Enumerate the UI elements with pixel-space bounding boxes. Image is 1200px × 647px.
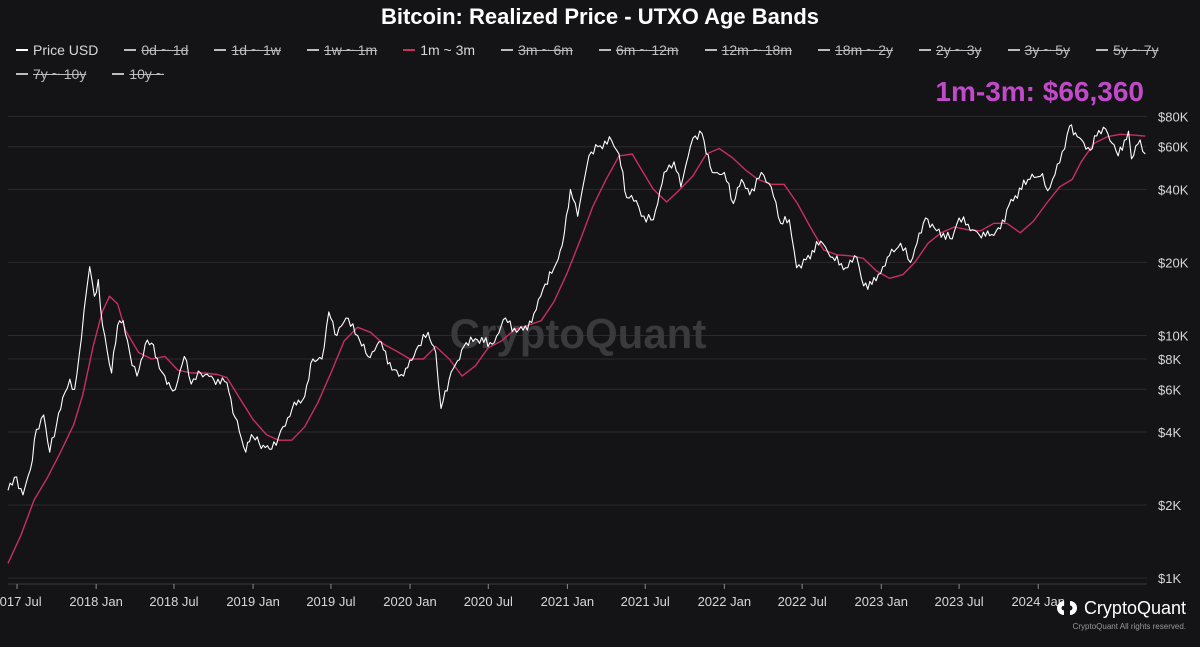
- y-tick-label: $60K: [1158, 140, 1189, 155]
- legend-item[interactable]: 3m ~ 6m: [501, 40, 573, 60]
- legend-swatch: [704, 49, 717, 51]
- legend-label: 10y ~: [129, 66, 164, 82]
- x-tick-label: 2019 Jul: [306, 594, 355, 609]
- legend-item[interactable]: 1m ~ 3m: [403, 40, 475, 60]
- legend-swatch: [501, 49, 514, 51]
- y-tick-label: $20K: [1158, 255, 1189, 270]
- x-tick-label: 2021 Jan: [541, 594, 595, 609]
- chart-title: Bitcoin: Realized Price - UTXO Age Bands: [380, 4, 820, 29]
- legend-label: 12m ~ 18m: [721, 42, 793, 58]
- brand-name: CryptoQuant: [1083, 597, 1186, 618]
- x-tick-label: 2017 Jul: [0, 594, 42, 609]
- legend-item[interactable]: 18m ~ 2y: [818, 40, 893, 60]
- x-tick-label: 2020 Jul: [464, 594, 513, 609]
- x-tick-label: 2019 Jan: [226, 594, 280, 609]
- legend-label: 3y ~ 5y: [1024, 42, 1071, 58]
- grid-lines: [8, 115, 1147, 579]
- legend-swatch: [403, 49, 416, 51]
- legend-item[interactable]: 12m ~ 18m: [704, 40, 793, 60]
- y-axis: $1K $2K $4K $6K $8K $10K $20K $40K $60K $80K: [1158, 109, 1189, 586]
- cryptoquant-logo-icon: [1056, 601, 1077, 615]
- legend: Price USD 0d ~ 1d 1d ~ 1w 1w ~ 1m 1m ~ 3m 3m …: [16, 40, 1191, 84]
- x-tick-label: 2023 Jan: [855, 594, 909, 609]
- legend-swatch: [124, 49, 137, 51]
- legend-swatch: [598, 49, 611, 51]
- legend-swatch: [919, 49, 931, 51]
- legend-item[interactable]: 3y ~ 5y: [1007, 40, 1071, 60]
- legend-item[interactable]: 2y ~ 3y: [919, 40, 982, 60]
- legend-item[interactable]: 1w ~ 1m: [306, 40, 378, 60]
- legend-item[interactable]: 10y ~: [112, 64, 164, 84]
- y-tick-label: $6K: [1158, 382, 1181, 397]
- y-tick-label: $8K: [1158, 352, 1181, 367]
- legend-swatch: [818, 49, 831, 51]
- y-tick-label: $10K: [1158, 328, 1189, 343]
- y-tick-label: $80K: [1158, 109, 1189, 124]
- legend-label: 2y ~ 3y: [936, 42, 982, 58]
- legend-swatch: [1096, 49, 1109, 51]
- x-tick-label: 2024 Jan: [1011, 594, 1065, 609]
- x-tick-label: 2020 Jan: [383, 594, 437, 609]
- watermark: CryptoQuant: [450, 310, 707, 357]
- legend-item[interactable]: 6m ~ 12m: [598, 40, 679, 60]
- legend-item[interactable]: 5y ~ 7y: [1096, 40, 1159, 60]
- legend-swatch: [306, 49, 319, 51]
- legend-label: 0d ~ 1d: [141, 42, 189, 58]
- series-line-price-usd: [7, 124, 1146, 496]
- x-tick-label: 2021 Jul: [621, 594, 670, 609]
- y-tick-label: $40K: [1158, 182, 1189, 197]
- legend-swatch: [214, 49, 227, 51]
- x-tick-label: 2018 Jul: [149, 594, 198, 609]
- brand-logo: CryptoQuant CryptoQuant All rights reser…: [1056, 597, 1186, 631]
- brand-rights: CryptoQuant All rights reserved.: [1072, 622, 1186, 631]
- legend-label: 1d ~ 1w: [231, 42, 281, 58]
- legend-label: 7y ~ 10y: [33, 66, 87, 82]
- legend-label: Price USD: [33, 42, 99, 58]
- legend-label: 1w ~ 1m: [323, 42, 378, 58]
- latest-value-callout: 1m-3m: $66,360: [935, 76, 1144, 107]
- y-tick-label: $2K: [1158, 498, 1181, 513]
- legend-swatch: [1007, 49, 1020, 51]
- x-tick-label: 2018 Jan: [69, 594, 123, 609]
- legend-item[interactable]: Price USD: [16, 40, 98, 60]
- x-tick-label: 2022 Jan: [698, 594, 752, 609]
- x-tick-label: 2022 Jul: [778, 594, 827, 609]
- series-line-1m-3m: [7, 133, 1146, 564]
- legend-swatch: [16, 73, 28, 75]
- x-tick-label: 2023 Jul: [935, 594, 984, 609]
- legend-item[interactable]: 7y ~ 10y: [16, 64, 86, 84]
- y-tick-label: $1K: [1158, 571, 1181, 586]
- legend-label: 6m ~ 12m: [615, 42, 679, 58]
- legend-label: 18m ~ 2y: [835, 42, 893, 58]
- legend-label: 1m ~ 3m: [420, 42, 476, 58]
- x-axis: 2017 Jul 2018 Jan 2018 Jul 2019 Jan 2019 Jul…: [0, 583, 1147, 609]
- legend-label: 3m ~ 6m: [518, 42, 573, 58]
- series-layer: [7, 124, 1146, 564]
- legend-swatch: [16, 49, 28, 51]
- legend-swatch: [112, 73, 125, 75]
- legend-label: 5y ~ 7y: [1113, 42, 1159, 58]
- legend-item[interactable]: 1d ~ 1w: [214, 40, 281, 60]
- y-tick-label: $4K: [1158, 425, 1181, 440]
- legend-item[interactable]: 0d ~ 1d: [124, 40, 188, 60]
